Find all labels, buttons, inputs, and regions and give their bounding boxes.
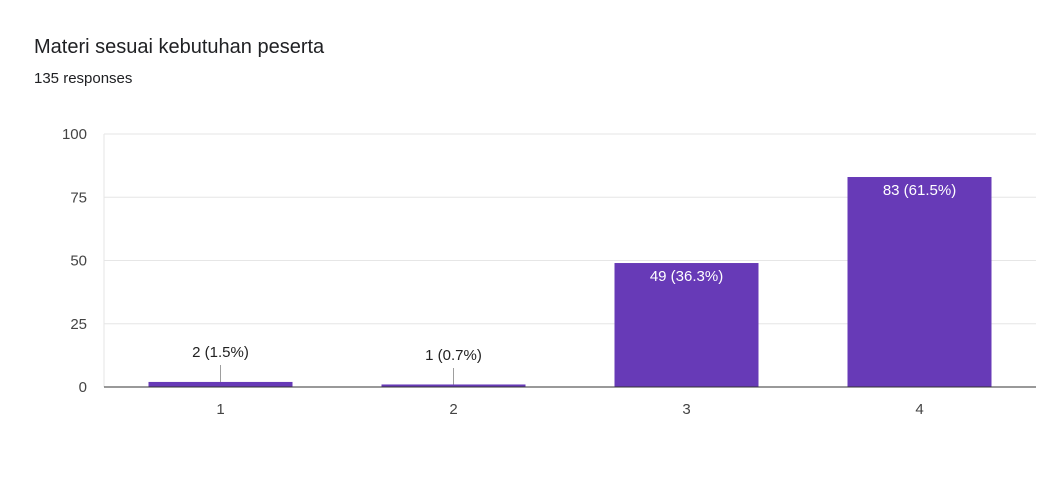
x-tick-label: 4 [915,401,923,418]
y-tick-label: 0 [79,379,87,396]
response-count: 135 responses [34,70,133,87]
x-tick-label: 1 [216,401,224,418]
y-tick-label: 75 [70,189,87,206]
y-tick-label: 50 [70,253,87,270]
y-tick-label: 100 [62,126,87,143]
data-label: 2 (1.5%) [192,344,249,361]
bar [847,177,992,387]
bar [148,381,293,387]
x-tick-label: 3 [682,401,690,418]
bar [381,384,526,387]
data-label: 83 (61.5%) [883,182,956,199]
y-tick-label: 25 [70,316,87,333]
data-label: 49 (36.3%) [650,268,723,285]
bar [614,263,759,387]
x-tick-label: 2 [449,401,457,418]
chart-title: Materi sesuai kebutuhan peserta [34,36,325,58]
data-label: 1 (0.7%) [425,347,482,364]
